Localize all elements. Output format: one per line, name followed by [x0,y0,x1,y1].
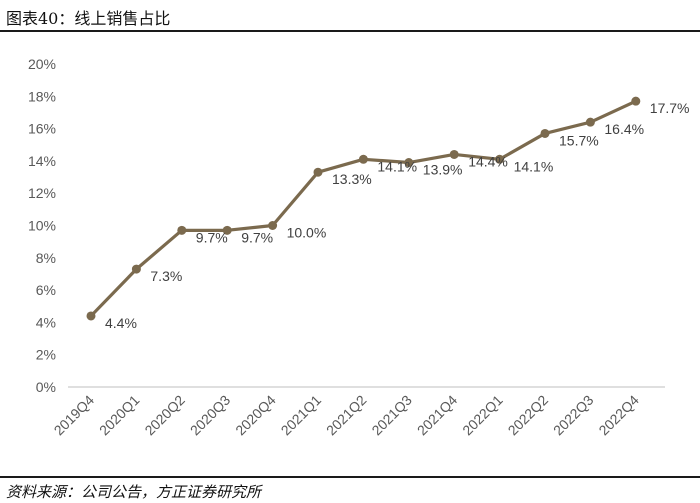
data-point [631,96,641,106]
data-point [131,264,141,274]
y-tick-label: 6% [36,282,56,298]
data-label: 4.4% [105,315,137,331]
data-label: 14.1% [514,158,554,174]
data-label: 16.4% [604,121,644,137]
x-tick-label: 2022Q3 [550,392,597,439]
x-tick-label: 2019Q4 [51,392,98,439]
data-label: 13.3% [332,171,372,187]
footer-rule [0,476,700,478]
x-tick-label: 2022Q1 [459,392,506,439]
data-point [358,154,368,164]
data-point [540,128,550,138]
data-label: 17.7% [650,100,690,116]
x-tick-label: 2021Q4 [414,392,461,439]
y-tick-label: 10% [28,218,56,234]
y-axis: 0% 2% 4% 6% 8% 10% 12% 14% 16% 18% 20% [28,56,56,395]
x-tick-label: 2021Q3 [368,392,415,439]
data-point [313,167,323,177]
y-tick-label: 8% [36,250,56,266]
data-label: 15.7% [559,132,599,148]
series-online-share [86,96,641,321]
x-tick-label: 2022Q2 [505,392,552,439]
y-tick-label: 0% [36,379,56,395]
x-tick-label: 2020Q2 [141,392,188,439]
header-bar: 图表40：线上销售占比 [0,0,700,32]
y-tick-label: 2% [36,347,56,363]
x-tick-label: 2020Q3 [187,392,234,439]
y-tick-label: 20% [28,56,56,72]
y-tick-label: 12% [28,185,56,201]
data-point [268,221,278,230]
data-label: 9.7% [196,229,228,245]
data-point [585,117,595,127]
y-tick-label: 18% [28,88,56,104]
source-note: 资料来源：公司公告，方正证券研究所 [6,483,262,501]
x-tick-label: 2021Q2 [323,392,370,439]
data-point [404,158,414,168]
data-point [222,225,232,235]
data-label: 14.1% [377,158,417,174]
figure-title: 图表40：线上销售占比 [6,9,171,28]
x-tick-label: 2020Q1 [96,392,143,439]
data-label: 7.3% [150,268,182,284]
line-chart: 0%2%4%6%8%10%12%14%16%18%20% 2019Q42020Q… [28,56,690,439]
data-label: 14.4% [468,153,508,169]
data-label: 13.9% [423,162,463,178]
x-tick-label: 2022Q4 [595,392,642,439]
data-label: 9.7% [241,229,273,245]
data-labels: 4.4% 7.3% 9.7% 9.7% 10.0% 13.3% 14.1% 13.9% 14.4… [105,100,690,331]
y-tick-label: 4% [36,314,56,330]
y-tick-label: 16% [28,121,56,137]
data-point [177,225,187,235]
data-point [449,149,459,159]
x-tick-label: 2021Q1 [278,392,325,439]
data-point [86,311,96,321]
x-tick-label: 2020Q4 [232,392,279,439]
x-axis: 2019Q42020Q12020Q22020Q32020Q42021Q12021… [51,386,665,439]
data-point [495,154,505,164]
data-label: 10.0% [287,225,327,241]
y-tick-label: 14% [28,153,56,169]
